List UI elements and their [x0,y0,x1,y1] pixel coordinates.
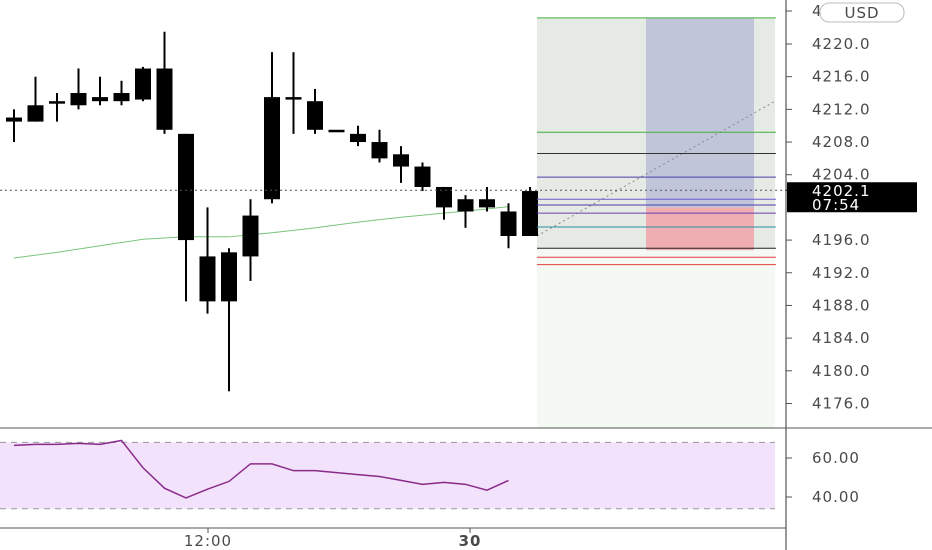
candle [350,125,366,147]
candle-body [49,101,65,104]
candle-body [113,93,130,102]
price-tick-label-partial: 4 [812,2,823,20]
candle [113,80,130,106]
rsi-line [13,439,509,499]
candle [70,68,87,110]
moving-average [13,206,509,259]
candle [457,195,474,228]
candle [393,146,409,183]
candle [49,93,65,122]
candle-body [242,215,259,257]
time-tick-label: 12:00 [184,532,232,550]
candle-body [436,186,452,208]
price-tick-label: 4216.0 [812,68,871,86]
candle-countdown-label: 07:54 [812,196,860,214]
price-tick-label: 4180.0 [812,362,871,380]
currency-label: USD [844,4,879,22]
price-tick-label: 4184.0 [812,329,871,347]
price-tick-label: 4196.0 [812,231,871,249]
moving-average-line [13,206,509,259]
price-tick-label: 4208.0 [812,133,871,151]
axis-labels: 4220.0 4216.0 4212.0 4208.0 4204.0 4196.0 4192… [184,2,917,550]
tool-lower-area [537,248,775,428]
current-price-tag [787,182,917,213]
candle-body [307,101,323,130]
candle [371,129,388,163]
price-tick-label: 4192.0 [812,264,871,282]
candle-body [328,129,345,133]
profit-zone [646,17,754,208]
price-tick-label: 4212.0 [812,100,871,118]
candle [135,66,151,102]
candles [6,31,538,392]
candle-body [371,142,388,159]
candle [307,88,323,134]
candle-body [178,133,194,241]
candle [436,186,452,220]
candle-body [414,166,431,187]
time-tick-label: 30 [459,532,482,550]
candle [414,162,431,192]
candle-body [6,117,22,122]
rsi-band [0,442,775,509]
candle-body [92,97,108,102]
candle-body [285,97,302,100]
loss-zone [646,207,754,251]
candle [242,199,259,281]
rsi-tick-label: 40.00 [812,488,860,506]
candle-body [70,93,87,106]
rsi-panel [0,439,775,510]
candle [199,207,216,314]
price-tick-label: 4176.0 [812,394,871,412]
candle [221,248,237,392]
candle [178,133,194,302]
candle-body [135,68,151,100]
candle [6,109,22,143]
candle [479,186,495,212]
rsi-tick-label: 60.00 [812,449,860,467]
currency-badge [819,2,905,23]
candle-body [457,199,474,212]
candle-body [479,199,495,208]
current-price-label: 4202.1 [812,182,871,200]
candle-body [522,191,538,236]
candle [500,203,517,249]
price-tick-label: 4220.0 [812,35,871,53]
price-tick-label: 4188.0 [812,296,871,314]
candle [285,52,302,134]
candle [328,129,345,133]
candle [156,31,173,134]
price-tick-label: 4204.0 [812,166,871,184]
candle-body [393,154,409,167]
position-tool-levels [0,17,786,266]
position-tool-background [536,17,776,428]
candle [522,186,538,236]
candle-body [221,252,237,302]
candle-body [27,105,44,122]
candle-body [199,256,216,302]
candle-body [500,211,517,236]
candle [92,76,108,106]
candle [264,52,280,204]
candle [27,76,44,122]
candle-body [350,133,366,143]
candle-body [156,68,173,130]
candle-body [264,97,280,200]
